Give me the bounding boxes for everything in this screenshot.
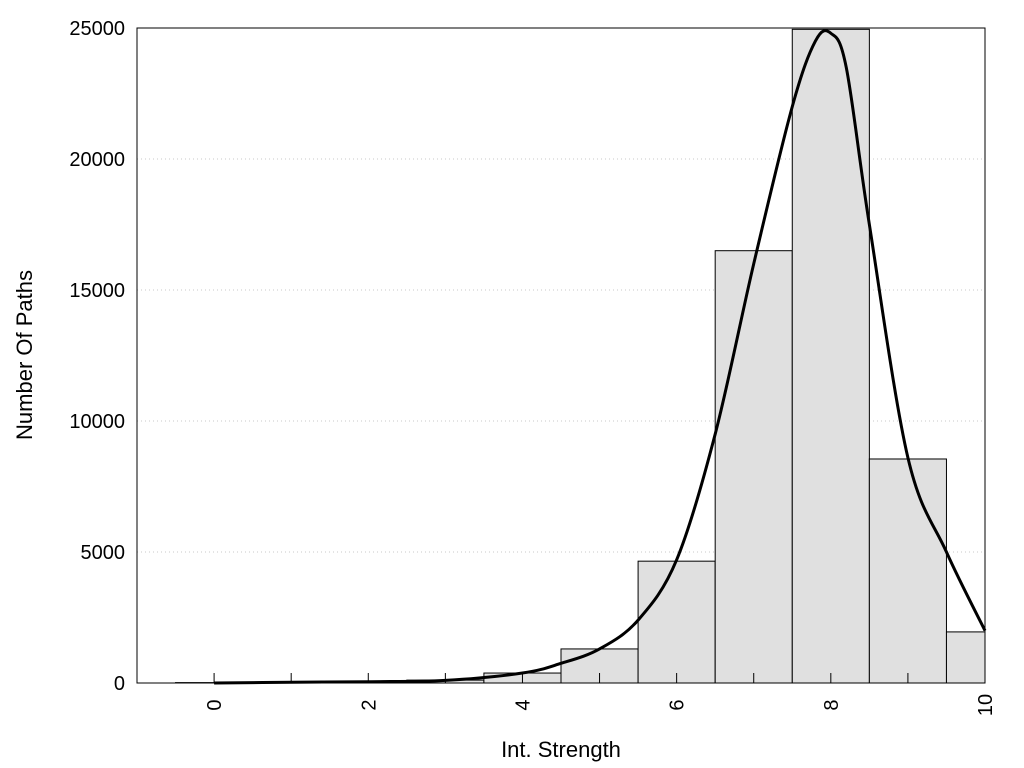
y-tick-label-3: 15000	[69, 280, 125, 302]
bar-6	[637, 560, 716, 684]
y-tick-label-1: 5000	[81, 542, 126, 564]
x-tick-labels: 0 2 4 6 8 10	[204, 694, 997, 716]
y-tick-label-2: 10000	[69, 411, 125, 433]
x-tick-label-0: 0	[204, 699, 226, 710]
plot-frame	[136, 27, 986, 684]
bar-10	[945, 631, 986, 684]
x-tick-label-5: 10	[975, 694, 997, 716]
y-tick-label-4: 20000	[69, 149, 125, 171]
bar-9	[868, 458, 947, 684]
bar-7	[714, 250, 793, 684]
y-tick-label-0: 0	[114, 673, 125, 695]
y-axis-label: Number Of Paths	[12, 270, 37, 440]
bar-8	[791, 28, 870, 684]
x-tick-label-1: 2	[358, 699, 380, 710]
bars	[175, 28, 986, 684]
y-tick-labels: 0 5000 10000 15000 20000 25000	[69, 18, 125, 695]
x-axis-label: Int. Strength	[501, 737, 621, 762]
x-tick-label-3: 6	[667, 699, 689, 710]
y-tick-label-5: 25000	[69, 18, 125, 40]
density-curve	[214, 29, 987, 685]
x-tick-label-4: 8	[821, 699, 843, 710]
grid-lines	[137, 158, 985, 553]
x-tick-label-2: 4	[512, 699, 534, 710]
